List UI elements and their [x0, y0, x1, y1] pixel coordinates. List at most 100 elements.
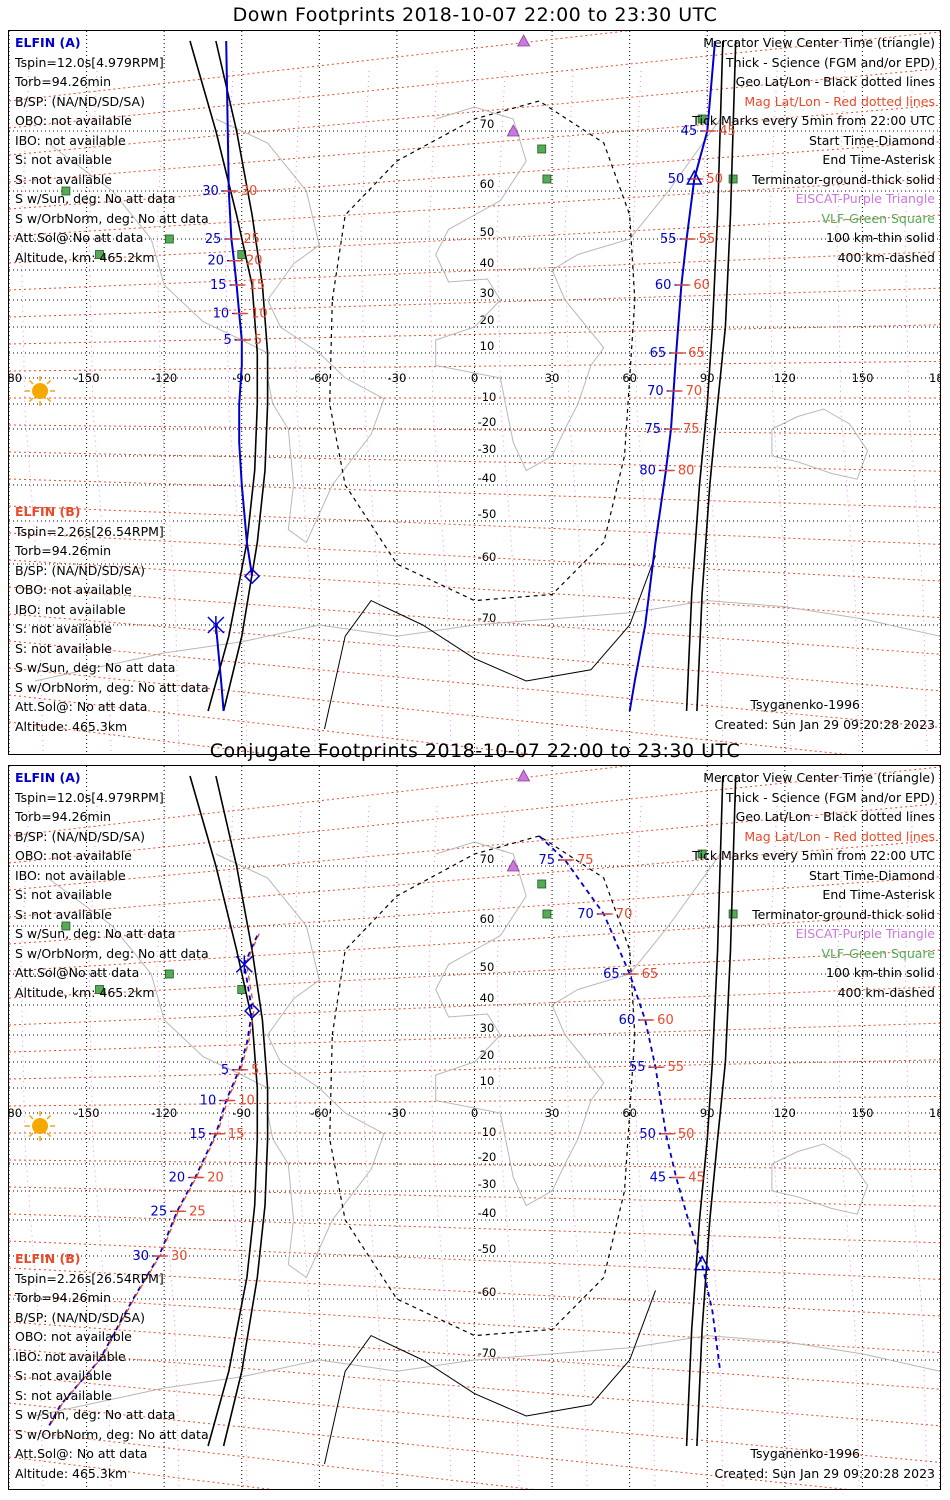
legend-line: Geo Lat/Lon - Black dotted lines	[735, 809, 935, 824]
lat-tick-label: 40	[480, 991, 495, 1005]
coastline-antarctica	[164, 641, 242, 654]
elfin-a-time-label: 55	[629, 1060, 646, 1075]
mag-lat-line	[9, 766, 631, 837]
lon-tick-label: -180	[9, 1106, 22, 1120]
coastline-eurafrica	[435, 841, 721, 1207]
elfin-b-line: S w/OrbNorm, deg: No att data	[15, 1426, 209, 1442]
elfin-a-track	[538, 835, 722, 1372]
legend-line: Mercator View Center Time (triangle)	[703, 770, 935, 785]
elfin-a-time-label: 80	[639, 464, 656, 479]
legend-line: VLF-Green Square	[821, 210, 935, 226]
vlf-square-icon	[542, 909, 552, 919]
coastline-antarctica	[319, 1359, 397, 1372]
coastline-eurafrica	[435, 106, 721, 472]
elfin-a-line: S w/OrbNorm, deg: No att data	[15, 210, 209, 226]
eiscat-triangle-icon	[516, 34, 531, 47]
legend-line: Geo Lat/Lon - Black dotted lines	[735, 74, 935, 89]
lat-tick-label: 20	[480, 313, 495, 327]
mag-lon-line	[904, 70, 928, 752]
lon-tick-label: 150	[851, 1106, 873, 1120]
terminator-line	[215, 775, 269, 1447]
elfin-b-line: Altitude: 465.3km	[15, 718, 128, 734]
elfin-b-time-label: 75	[577, 853, 594, 868]
mag-lat-line	[9, 324, 940, 345]
elfin-a-time-label: 65	[650, 346, 667, 361]
lon-tick-label: 120	[774, 1106, 796, 1120]
lat-tick-label: 60	[480, 177, 495, 191]
lat-tick-label: -30	[478, 442, 497, 456]
elfin-a-time-label: 70	[577, 907, 594, 922]
coastline-antarctica	[164, 1376, 242, 1389]
vlf-square-icon	[542, 174, 552, 184]
coastline-australia	[771, 1143, 869, 1215]
lat-tick-label: -40	[478, 471, 497, 485]
elfin-a-info: ELFIN (A) Tspin=12.0s[4.979RPM] Torb=94.…	[15, 33, 209, 267]
mag-lat-line	[9, 586, 940, 655]
mag-lat-line	[9, 141, 940, 210]
elfin-a-line: Torb=94.26min	[15, 809, 112, 824]
mag-lat-line	[9, 31, 940, 129]
lon-tick-label: 120	[774, 371, 796, 385]
elfin-b-time-label: 15	[249, 278, 266, 293]
coastline-antarctica	[86, 1387, 165, 1406]
lon-tick-label: -150	[74, 371, 100, 385]
lon-tick-label: 90	[700, 371, 715, 385]
coastline-antarctica	[629, 600, 708, 614]
lon-tick-label: 0	[471, 371, 478, 385]
mag-lat-line	[9, 424, 940, 436]
vlf-square-icon	[697, 849, 707, 859]
eiscat-triangle-icon	[516, 769, 531, 782]
mag-lat-line	[9, 177, 940, 237]
coastline-antarctica	[707, 600, 785, 608]
mag-lat-line	[9, 1159, 940, 1171]
mag-lat-line	[9, 613, 940, 692]
terminator-line	[685, 40, 724, 712]
elfin-b-time-label: 5	[251, 1063, 259, 1078]
legend-line: Mag Lat/Lon - Red dotted lines	[744, 828, 935, 844]
elfin-b-time-label: 20	[207, 1171, 224, 1186]
lon-tick-label: -30	[388, 371, 407, 385]
elfin-a-line: OBO: not available	[15, 848, 132, 863]
ellipse-100km-line	[324, 555, 656, 730]
mag-lon-line	[20, 805, 44, 1487]
lat-tick-label: 70	[480, 852, 495, 866]
coastline-antarctica	[862, 618, 940, 637]
elfin-b-line: IBO: not available	[15, 1348, 126, 1364]
sun-ray	[28, 1132, 34, 1138]
mag-lat-line	[9, 1186, 940, 1207]
elfin-b-time-label: 45	[688, 1171, 705, 1186]
coastline-antarctica	[34, 1404, 87, 1417]
lon-tick-label: -120	[151, 371, 177, 385]
elfin-b-time-label: 10	[251, 307, 268, 322]
elfin-a-time-label: 60	[655, 278, 672, 293]
elfin-a-time-label: 5	[221, 1063, 229, 1078]
elfin-b-time-label: 15	[228, 1127, 245, 1142]
ellipse-400km-line	[329, 835, 636, 1337]
footprint-map-conjugate: 70605040302010-10-20-30-40-50-60-70-180-…	[9, 766, 940, 1489]
elfin-a-time-label: 20	[207, 254, 224, 269]
elfin-a-time-label: 20	[169, 1171, 186, 1186]
terminator-line	[189, 775, 259, 1447]
coastline-antarctica	[784, 606, 863, 620]
eiscat-triangle-icon	[506, 859, 520, 872]
lon-tick-label: -180	[9, 371, 22, 385]
elfin-b-time-label: 5	[254, 333, 262, 348]
mag-lat-line	[9, 912, 940, 972]
elfin-a-line: S: not available	[15, 171, 112, 187]
mag-lat-line	[9, 532, 940, 582]
mag-lat-line	[9, 640, 940, 728]
mag-lat-line	[9, 1095, 940, 1107]
elfin-a-info: ELFIN (A) Tspin=12.0s[4.979RPM] Torb=94.…	[15, 768, 209, 1002]
elfin-b-line: Torb=94.26min	[15, 1290, 112, 1305]
mag-lat-line	[9, 694, 534, 754]
lat-tick-label: -70	[478, 1346, 497, 1360]
lon-tick-label: -60	[310, 1106, 329, 1120]
elfin-a-line: IBO: not available	[15, 132, 126, 148]
mag-lat-line	[9, 1294, 940, 1354]
lon-tick-label: 90	[700, 1106, 715, 1120]
elfin-b-line: OBO: not available	[15, 582, 132, 597]
vlf-square-icon	[728, 909, 738, 919]
elfin-a-time-label: 25	[205, 232, 222, 247]
elfin-b-line: Tspin=2.26s[26.54RPM]	[15, 1270, 164, 1286]
mag-lon-line	[768, 70, 792, 752]
